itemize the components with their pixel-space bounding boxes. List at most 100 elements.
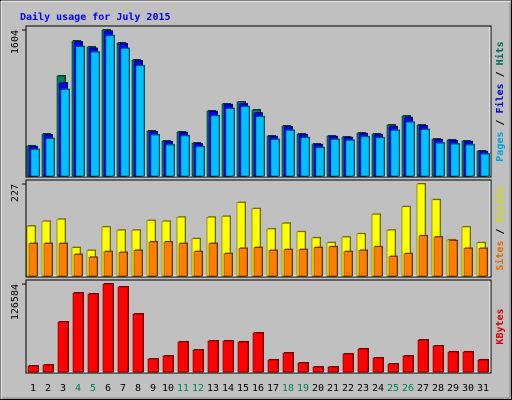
bar (463, 248, 473, 277)
x-tick-label: 25 (387, 383, 399, 394)
bar (105, 35, 115, 177)
x-tick-label: 17 (267, 383, 279, 394)
bar (117, 286, 129, 373)
bar (387, 363, 399, 373)
bar (237, 341, 249, 373)
x-tick-label: 8 (135, 383, 141, 394)
x-tick-label: 4 (75, 383, 81, 394)
bar (75, 46, 85, 177)
bar (358, 250, 368, 277)
bar (57, 321, 69, 373)
bar (133, 250, 143, 277)
bar (432, 345, 444, 373)
bar (45, 138, 55, 177)
x-tick-label: 24 (372, 383, 384, 394)
bar (330, 139, 340, 177)
bar (103, 251, 113, 277)
x-tick-label: 13 (207, 383, 219, 394)
x-tick-label: 11 (177, 383, 189, 394)
x-tick-label: 12 (192, 383, 204, 394)
y-tick-label: 227 (10, 184, 21, 202)
x-tick-label: 9 (150, 383, 156, 394)
bar (418, 235, 428, 277)
legend-separator: / (495, 65, 506, 83)
legend: Pages / Files / Hits (494, 41, 506, 161)
bar (135, 65, 145, 177)
y-tick-label: 126584 (10, 284, 21, 320)
bar (465, 144, 475, 177)
bar (150, 134, 160, 177)
legend-entry: Sites (494, 241, 506, 271)
bar (327, 366, 339, 373)
bar (313, 247, 323, 277)
x-tick-label: 23 (357, 383, 369, 394)
legend-entry: Files (494, 83, 506, 113)
bar (30, 149, 40, 177)
x-tick-label: 26 (402, 383, 414, 394)
x-tick-label: 5 (90, 383, 96, 394)
legend-entry: Visits (494, 186, 506, 222)
bar (147, 358, 159, 373)
bar (87, 293, 99, 373)
bar (390, 130, 400, 177)
x-tick-label: 6 (105, 383, 111, 394)
x-tick-label: 14 (222, 383, 234, 394)
x-tick-label: 22 (342, 383, 354, 394)
bar (178, 243, 188, 277)
bar (58, 243, 68, 277)
bar (252, 332, 264, 373)
bar (342, 353, 354, 373)
bar (255, 116, 265, 177)
bar (448, 240, 458, 277)
bar (268, 250, 278, 277)
bar (223, 253, 233, 277)
bar (222, 340, 234, 373)
bar (60, 89, 70, 177)
x-tick-label: 10 (162, 383, 174, 394)
bar (447, 351, 459, 373)
bar (283, 249, 293, 277)
legend-entry: Pages (495, 132, 506, 162)
bar (180, 135, 190, 177)
bar (375, 137, 385, 177)
legend-entry: KBytes (495, 308, 506, 344)
bar (417, 339, 429, 373)
x-tick-label: 1 (30, 383, 36, 394)
bar (162, 355, 174, 373)
bar (267, 359, 279, 373)
legend: Sites / Visits (494, 186, 506, 270)
bar (360, 136, 370, 177)
y-tick-label: 1604 (10, 30, 21, 54)
bar (450, 143, 460, 177)
bar (73, 254, 83, 277)
x-tick-label: 31 (477, 383, 489, 394)
bar (402, 355, 414, 373)
bar (240, 106, 250, 177)
bar (102, 283, 114, 373)
legend-separator: / (495, 222, 506, 240)
bar (207, 340, 219, 373)
bar (210, 115, 220, 177)
bar (345, 140, 355, 177)
bar (163, 241, 173, 277)
bar (177, 341, 189, 373)
x-tick-label: 29 (447, 383, 459, 394)
bar (388, 256, 398, 277)
bar (253, 247, 263, 277)
bar (372, 357, 384, 373)
bar (435, 142, 445, 177)
bar (343, 251, 353, 277)
bar (480, 153, 490, 177)
bar (298, 249, 308, 277)
bar (373, 246, 383, 277)
bar (165, 144, 175, 177)
x-tick-label: 19 (297, 383, 309, 394)
bar (420, 129, 430, 177)
legend: KBytes (495, 308, 506, 344)
x-tick-label: 16 (252, 383, 264, 394)
bar (148, 241, 158, 277)
bar (192, 349, 204, 373)
bar (405, 121, 415, 177)
x-tick-label: 18 (282, 383, 294, 394)
